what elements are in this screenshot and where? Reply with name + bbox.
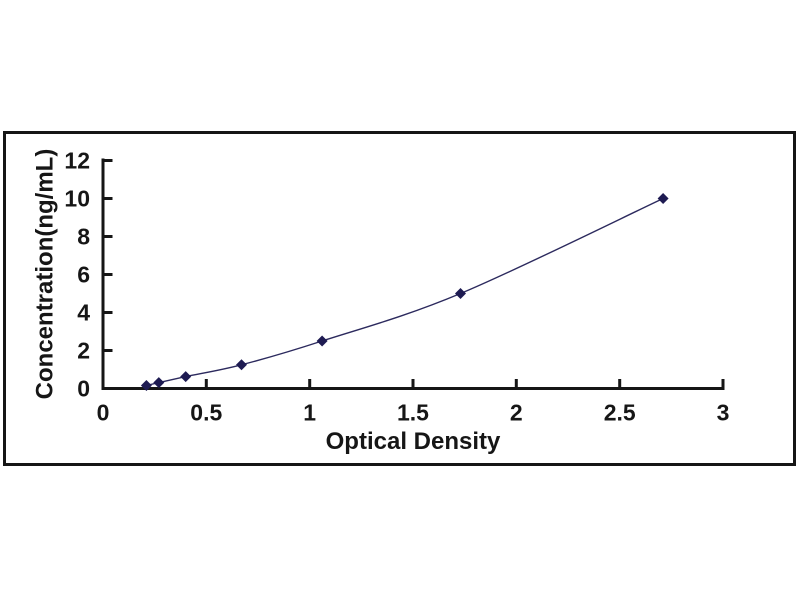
x-tick-label: 3 <box>717 400 730 426</box>
standard-curve-line <box>146 197 664 387</box>
data-point-marker <box>316 335 328 347</box>
chart-frame-border <box>3 131 796 466</box>
y-tick-label: 4 <box>77 300 90 326</box>
data-point-marker <box>153 377 165 389</box>
axes-layer: 0 0.5 1 1.5 2 2.5 3 0 2 4 6 8 10 12 <box>64 148 729 426</box>
y-tick-label: 6 <box>77 262 90 288</box>
data-point-marker <box>455 288 466 299</box>
x-tick-label: 0 <box>97 400 110 426</box>
data-point-marker <box>140 380 152 391</box>
y-tick-label: 12 <box>64 148 90 174</box>
y-axis-title: Concentration(ng/mL) <box>31 149 58 400</box>
data-point-marker <box>180 371 192 383</box>
series-layer <box>140 193 669 391</box>
x-tick-label: 2 <box>510 400 523 426</box>
x-tick-label: 1.5 <box>397 400 429 426</box>
data-point-marker <box>236 359 247 371</box>
y-tick-label: 0 <box>77 376 90 402</box>
y-tick-label: 2 <box>77 338 90 364</box>
y-tick-label: 10 <box>64 186 90 212</box>
y-tick-label: 8 <box>77 224 90 250</box>
x-tick-label: 0.5 <box>190 400 222 426</box>
x-tick-label: 1 <box>303 400 316 426</box>
data-point-marker <box>657 193 669 204</box>
x-tick-label: 2.5 <box>604 400 636 426</box>
x-axis-title: Optical Density <box>326 428 501 455</box>
